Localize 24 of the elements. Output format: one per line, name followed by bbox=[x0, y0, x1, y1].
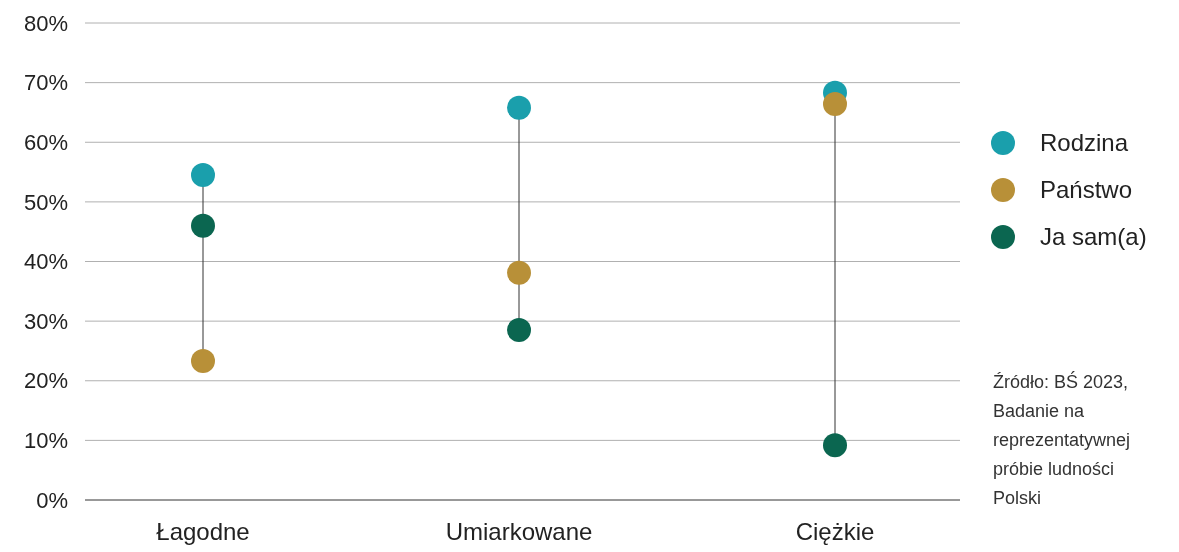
y-tick-label: 60% bbox=[23, 129, 68, 155]
x-tick-label: Ciężkie bbox=[795, 518, 875, 545]
y-tick-label: 50% bbox=[23, 189, 68, 215]
point bbox=[507, 95, 531, 120]
y-tick-label: 80% bbox=[23, 10, 68, 36]
point bbox=[507, 260, 531, 285]
point bbox=[191, 349, 215, 374]
point bbox=[823, 433, 847, 458]
y-tick-label: 10% bbox=[23, 428, 68, 454]
x-tick-label: Umiarkowane bbox=[445, 518, 593, 545]
point bbox=[191, 163, 215, 188]
y-tick-label: 30% bbox=[23, 308, 68, 334]
point bbox=[191, 213, 215, 238]
point bbox=[823, 92, 847, 117]
text: Źródło: BŚ 2023, Badanie na reprezentatywnej próbie ludności Polski bbox=[993, 371, 1131, 508]
y-tick-label: 40% bbox=[23, 249, 68, 275]
legend-label: Ja sam(a) bbox=[1040, 223, 1147, 251]
x-tick-label: Łagodne bbox=[156, 518, 250, 545]
y-tick-label: 70% bbox=[23, 70, 68, 96]
y-tick-label: 20% bbox=[23, 368, 68, 394]
y-tick-label: 0% bbox=[36, 487, 68, 513]
legend-label: Rodzina bbox=[1040, 129, 1129, 157]
legend-label: Państwo bbox=[1040, 176, 1133, 204]
point bbox=[507, 318, 531, 343]
